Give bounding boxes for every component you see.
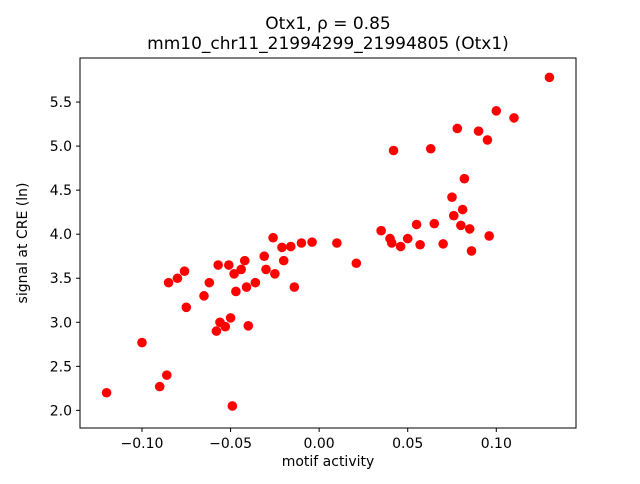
chart-title-line1: Otx1, ρ = 0.85 (265, 14, 390, 34)
scatter-point (239, 255, 250, 266)
y-tick-label: 5.5 (50, 95, 72, 111)
scatter-points (101, 72, 555, 411)
x-axis-label: motif activity (282, 454, 375, 470)
scatter-point (154, 381, 165, 392)
scatter-point (466, 246, 477, 256)
axes-frame (79, 57, 577, 429)
x-tick-label: −0.05 (209, 436, 252, 452)
scatter-point (243, 321, 254, 331)
scatter-point (278, 255, 289, 266)
scatter-point (224, 260, 234, 270)
scatter-point (172, 273, 183, 284)
scatter-point (456, 220, 466, 231)
scatter-point (179, 266, 190, 276)
scatter-point (250, 277, 261, 288)
x-axis-ticks: −0.10 −0.05 0.00 0.05 0.10 (121, 428, 512, 452)
scatter-point (544, 72, 555, 83)
scatter-point (268, 232, 278, 243)
scatter-point (227, 401, 238, 411)
scatter-point (332, 238, 342, 248)
scatter-point (452, 123, 463, 134)
scatter-point (459, 173, 470, 184)
scatter-point (402, 233, 413, 244)
y-axis-label: signal at CRE (ln) (15, 183, 31, 304)
y-tick-label: 2.0 (50, 403, 72, 419)
scatter-point (411, 219, 422, 230)
scatter-point (289, 282, 300, 292)
scatter-point (199, 291, 209, 301)
x-tick-label: 0.10 (481, 436, 512, 452)
scatter-point (415, 239, 425, 250)
scatter-point (296, 238, 307, 248)
scatter-point (181, 302, 192, 313)
scatter-point (307, 237, 317, 247)
scatter-point (259, 251, 270, 262)
y-axis-ticks: 2.0 2.5 3.0 3.5 4.0 4.5 5.0 5.5 (50, 95, 80, 419)
x-tick-label: 0.05 (392, 436, 423, 452)
scatter-point (473, 126, 484, 136)
x-tick-label: 0.00 (304, 436, 335, 452)
scatter-point (376, 225, 386, 236)
scatter-point (225, 313, 236, 323)
scatter-point (457, 204, 468, 215)
scatter-point (448, 210, 459, 221)
scatter-point (425, 143, 436, 154)
scatter-point (482, 135, 493, 145)
y-tick-label: 3.0 (50, 315, 72, 331)
y-tick-label: 3.5 (50, 271, 72, 287)
scatter-point (395, 241, 406, 252)
scatter-point (270, 269, 280, 279)
scatter-point (231, 286, 241, 297)
scatter-point (491, 106, 502, 116)
scatter-point (447, 192, 457, 202)
scatter-point (204, 277, 215, 288)
scatter-point (351, 258, 362, 269)
scatter-point (101, 387, 112, 398)
scatter-point (286, 241, 296, 252)
y-tick-label: 4.0 (50, 227, 72, 243)
scatter-point (137, 337, 147, 348)
scatter-point (261, 264, 271, 275)
scatter-point (388, 145, 399, 156)
scatter-point (429, 218, 440, 229)
scatter-point (386, 238, 397, 248)
scatter-point (241, 282, 252, 292)
scatter-point (162, 370, 172, 380)
y-tick-label: 5.0 (50, 139, 72, 155)
scatter-point (464, 224, 475, 234)
scatter-point (229, 269, 239, 279)
x-tick-label: −0.10 (121, 436, 164, 452)
scatter-point (438, 239, 448, 249)
scatter-point (213, 260, 223, 270)
scatter-point (220, 321, 231, 332)
scatter-point (211, 326, 222, 336)
scatter-point (236, 264, 246, 275)
scatter-point (163, 277, 174, 288)
scatter-point (509, 113, 519, 123)
scatter-point (277, 242, 287, 253)
y-tick-label: 4.5 (50, 183, 72, 199)
y-tick-label: 2.5 (50, 359, 72, 375)
chart-title-line2: mm10_chr11_21994299_21994805 (Otx1) (147, 34, 509, 54)
scatter-point (484, 231, 495, 241)
